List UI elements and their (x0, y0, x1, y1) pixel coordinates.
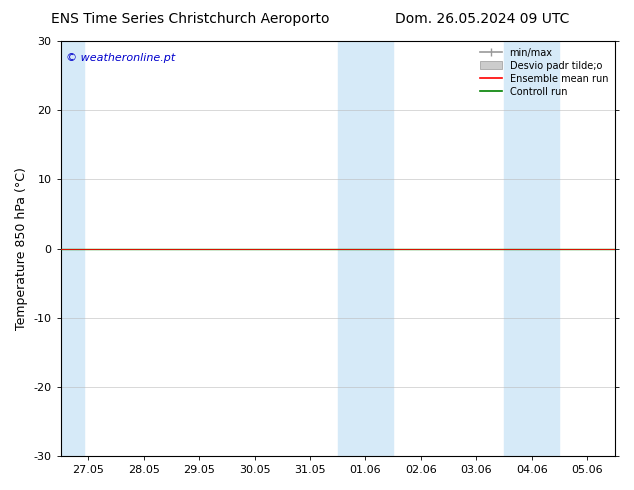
Y-axis label: Temperature 850 hPa (°C): Temperature 850 hPa (°C) (15, 167, 28, 330)
Text: Dom. 26.05.2024 09 UTC: Dom. 26.05.2024 09 UTC (394, 12, 569, 26)
Bar (338, 41, 393, 456)
Bar (61, 41, 84, 456)
Bar (504, 41, 559, 456)
Text: ENS Time Series Christchurch Aeroporto: ENS Time Series Christchurch Aeroporto (51, 12, 330, 26)
Text: © weatheronline.pt: © weatheronline.pt (66, 53, 176, 64)
Legend: min/max, Desvio padr tilde;o, Ensemble mean run, Controll run: min/max, Desvio padr tilde;o, Ensemble m… (477, 44, 612, 100)
